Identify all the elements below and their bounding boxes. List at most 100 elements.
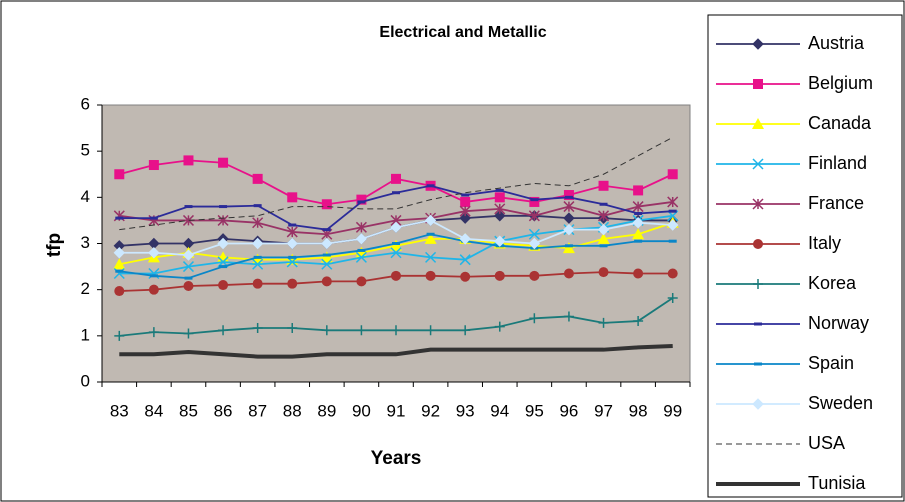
marker xyxy=(253,204,262,208)
marker xyxy=(148,247,160,259)
marker xyxy=(563,190,574,201)
marker xyxy=(563,201,575,213)
x-tick-label: 97 xyxy=(594,401,613,420)
marker xyxy=(390,239,402,251)
marker xyxy=(754,322,762,326)
marker xyxy=(425,325,436,336)
y-tick-label: 3 xyxy=(81,233,90,252)
legend-label: USA xyxy=(808,433,845,453)
marker xyxy=(753,279,763,289)
x-tick-label: 93 xyxy=(456,401,475,420)
marker xyxy=(425,251,437,263)
marker xyxy=(115,216,124,220)
marker xyxy=(391,325,401,336)
marker xyxy=(219,265,228,269)
marker xyxy=(753,79,763,89)
marker xyxy=(529,196,540,207)
marker xyxy=(391,270,401,281)
marker xyxy=(217,214,229,226)
marker xyxy=(286,237,298,250)
x-tick-label: 98 xyxy=(629,401,648,420)
marker xyxy=(460,196,471,207)
marker xyxy=(460,325,471,336)
marker xyxy=(530,198,539,202)
marker xyxy=(218,157,229,168)
marker xyxy=(356,194,367,205)
marker xyxy=(459,254,471,266)
marker xyxy=(459,205,471,217)
x-tick-label: 87 xyxy=(248,401,267,420)
x-tick-label: 85 xyxy=(179,401,198,420)
legend-label: Spain xyxy=(808,353,854,373)
marker xyxy=(184,205,193,209)
marker xyxy=(633,268,644,279)
marker xyxy=(183,328,194,339)
marker xyxy=(459,233,471,245)
marker xyxy=(668,239,677,243)
series-line xyxy=(119,136,673,231)
marker xyxy=(392,242,400,245)
marker xyxy=(599,244,608,248)
x-tick-label: 94 xyxy=(490,401,509,420)
marker xyxy=(494,235,506,247)
marker xyxy=(113,258,126,270)
marker xyxy=(632,201,644,213)
marker xyxy=(426,184,435,188)
marker xyxy=(752,118,764,129)
marker xyxy=(667,268,678,279)
marker xyxy=(218,280,229,291)
marker xyxy=(752,158,764,170)
marker xyxy=(288,255,297,259)
x-tick-label: 83 xyxy=(110,401,129,420)
marker xyxy=(148,327,159,338)
legend-label: Tunisia xyxy=(808,473,866,493)
x-tick-label: 88 xyxy=(283,401,302,420)
marker xyxy=(357,248,366,252)
marker xyxy=(597,223,610,236)
marker xyxy=(494,203,506,215)
marker xyxy=(253,255,262,259)
x-tick-label: 90 xyxy=(352,401,371,420)
y-tick-label: 2 xyxy=(81,279,90,298)
marker xyxy=(321,258,333,270)
marker xyxy=(321,276,332,287)
marker xyxy=(752,198,764,210)
marker xyxy=(564,244,573,248)
marker xyxy=(390,247,402,259)
marker xyxy=(357,200,366,204)
marker xyxy=(667,169,678,180)
legend-label: Korea xyxy=(808,273,857,293)
marker xyxy=(494,192,505,203)
marker xyxy=(114,169,125,180)
marker xyxy=(632,228,645,240)
marker xyxy=(148,160,159,171)
marker xyxy=(355,221,367,233)
y-tick-label: 4 xyxy=(81,187,90,206)
marker xyxy=(288,223,297,227)
x-axis-label: Years xyxy=(371,448,422,469)
marker xyxy=(355,251,367,263)
marker xyxy=(634,211,643,215)
marker xyxy=(321,199,332,210)
marker xyxy=(495,188,504,192)
marker xyxy=(752,398,764,410)
legend-label: Italy xyxy=(808,233,841,253)
marker xyxy=(494,270,505,281)
marker xyxy=(252,258,264,270)
marker xyxy=(528,210,540,222)
marker xyxy=(149,216,158,220)
marker xyxy=(217,237,229,250)
marker xyxy=(633,316,644,327)
marker xyxy=(667,196,679,208)
marker xyxy=(287,192,298,203)
marker xyxy=(321,237,333,250)
marker xyxy=(219,205,228,209)
x-tick-label: 89 xyxy=(317,401,336,420)
x-tick-label: 91 xyxy=(387,401,406,420)
marker xyxy=(460,271,471,282)
marker xyxy=(392,191,400,195)
marker xyxy=(114,286,125,297)
marker xyxy=(752,38,764,50)
marker xyxy=(184,276,193,280)
marker xyxy=(599,202,608,206)
